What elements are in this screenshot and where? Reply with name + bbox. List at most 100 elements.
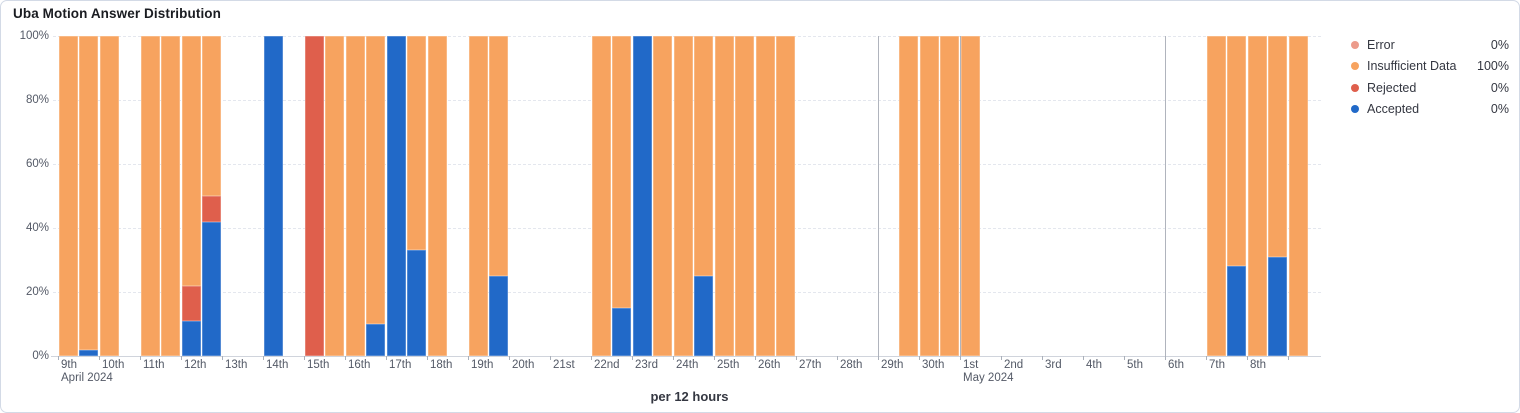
bar-segment-insufficient_data[interactable] (140, 36, 160, 356)
x-axis-label: 17th (389, 359, 412, 371)
bar-segment-insufficient_data[interactable] (325, 36, 345, 356)
x-axis-tick (427, 356, 428, 360)
x-axis-month-label: April 2024 (61, 372, 113, 384)
legend-item-error[interactable]: Error 0% (1351, 34, 1509, 56)
x-axis-label: 13th (225, 359, 248, 371)
x-axis-tick (1001, 356, 1002, 360)
bar-segment-accepted[interactable] (612, 308, 632, 356)
bar-segment-insufficient_data[interactable] (960, 36, 980, 356)
bar-segment-insufficient_data[interactable] (366, 36, 386, 324)
bar-segment-insufficient_data[interactable] (79, 36, 99, 350)
bar-segment-insufficient_data[interactable] (612, 36, 632, 308)
bar-segment-rejected[interactable] (181, 285, 201, 321)
x-axis-label: 27th (799, 359, 822, 371)
bar-segment-accepted[interactable] (79, 349, 99, 356)
legend-value: 0% (1490, 80, 1509, 95)
y-axis-label: 0% (32, 350, 49, 362)
bar-segment-insufficient_data[interactable] (468, 36, 488, 356)
x-axis-label: 19th (471, 359, 494, 371)
x-axis-month-label: May 2024 (963, 372, 1014, 384)
bar-segment-insufficient_data[interactable] (1206, 36, 1226, 356)
x-axis-tick (1206, 356, 1207, 360)
bar-segment-insufficient_data[interactable] (99, 36, 119, 356)
x-axis-tick (960, 356, 961, 360)
x-axis-tick (1124, 356, 1125, 360)
bar-segment-rejected[interactable] (202, 196, 222, 222)
bar-segment-insufficient_data[interactable] (591, 36, 611, 356)
y-axis-label: 80% (25, 94, 49, 106)
bar-segment-insufficient_data[interactable] (1268, 36, 1288, 257)
legend-color-dot-error (1351, 40, 1359, 49)
x-axis-tick (591, 356, 592, 360)
bar-segment-accepted[interactable] (386, 36, 406, 356)
x-axis-tick (58, 356, 59, 360)
legend-value: 100% (1477, 59, 1509, 74)
bar-segment-insufficient_data[interactable] (345, 36, 365, 356)
y-axis-label: 60% (25, 158, 49, 170)
time-separator-line (878, 36, 879, 356)
legend-color-dot-rejected (1351, 83, 1359, 92)
x-axis-line (51, 356, 1321, 357)
x-axis-label: 30th (922, 359, 945, 371)
bar-segment-accepted[interactable] (366, 324, 386, 356)
bar-segment-insufficient_data[interactable] (427, 36, 447, 356)
legend-color-dot-insufficient_data (1351, 62, 1359, 71)
bar-segment-insufficient_data[interactable] (735, 36, 755, 356)
x-axis-tick (1165, 356, 1166, 360)
x-axis-tick (796, 356, 797, 360)
bar-segment-accepted[interactable] (694, 276, 714, 356)
bar-segment-accepted[interactable] (263, 36, 283, 356)
bar-segment-accepted[interactable] (1227, 266, 1247, 356)
x-axis-label: 29th (881, 359, 904, 371)
bar-segment-insufficient_data[interactable] (1288, 36, 1308, 356)
x-axis-tick (755, 356, 756, 360)
bar-segment-insufficient_data[interactable] (202, 36, 222, 196)
bar-segment-insufficient_data[interactable] (694, 36, 714, 276)
x-axis-tick (1083, 356, 1084, 360)
x-axis-label: 15th (307, 359, 330, 371)
x-axis-label: 5th (1127, 359, 1143, 371)
y-axis-label: 40% (25, 222, 49, 234)
x-axis-label: 25th (717, 359, 740, 371)
bar-segment-insufficient_data[interactable] (1227, 36, 1247, 267)
x-axis-tick (263, 356, 264, 360)
y-axis-label: 20% (25, 286, 49, 298)
x-axis-tick (468, 356, 469, 360)
bar-segment-insufficient_data[interactable] (776, 36, 796, 356)
legend-label: Accepted (1367, 102, 1420, 117)
bar-segment-accepted[interactable] (632, 36, 652, 356)
bar-segment-rejected[interactable] (304, 36, 324, 356)
x-axis-label: 21st (553, 359, 575, 371)
x-axis-tick (673, 356, 674, 360)
bar-segment-insufficient_data[interactable] (161, 36, 181, 356)
bar-segment-insufficient_data[interactable] (181, 36, 201, 286)
legend-item-insufficient_data[interactable]: Insufficient Data 100% (1351, 56, 1509, 78)
x-axis-label: 4th (1086, 359, 1102, 371)
x-axis-label: 23rd (635, 359, 659, 371)
bar-segment-insufficient_data[interactable] (899, 36, 919, 356)
bar-segment-insufficient_data[interactable] (58, 36, 78, 356)
bar-segment-accepted[interactable] (407, 250, 427, 356)
bar-segment-insufficient_data[interactable] (714, 36, 734, 356)
x-axis-tick (632, 356, 633, 360)
bar-segment-insufficient_data[interactable] (407, 36, 427, 251)
bar-segment-accepted[interactable] (489, 276, 509, 356)
bar-segment-accepted[interactable] (1268, 256, 1288, 356)
x-axis-label: 7th (1209, 359, 1225, 371)
legend-item-rejected[interactable]: Rejected 0% (1351, 77, 1509, 99)
bar-segment-insufficient_data[interactable] (755, 36, 775, 356)
bar-segment-insufficient_data[interactable] (919, 36, 939, 356)
bar-segment-accepted[interactable] (181, 320, 201, 356)
x-axis-tick (919, 356, 920, 360)
bar-segment-insufficient_data[interactable] (673, 36, 693, 356)
bar-segment-insufficient_data[interactable] (1247, 36, 1267, 356)
bar-segment-insufficient_data[interactable] (940, 36, 960, 356)
legend-item-accepted[interactable]: Accepted 0% (1351, 99, 1509, 121)
bar-segment-accepted[interactable] (202, 221, 222, 356)
x-axis-tick (837, 356, 838, 360)
x-axis-tick (878, 356, 879, 360)
bar-segment-insufficient_data[interactable] (653, 36, 673, 356)
bar-segment-insufficient_data[interactable] (489, 36, 509, 276)
